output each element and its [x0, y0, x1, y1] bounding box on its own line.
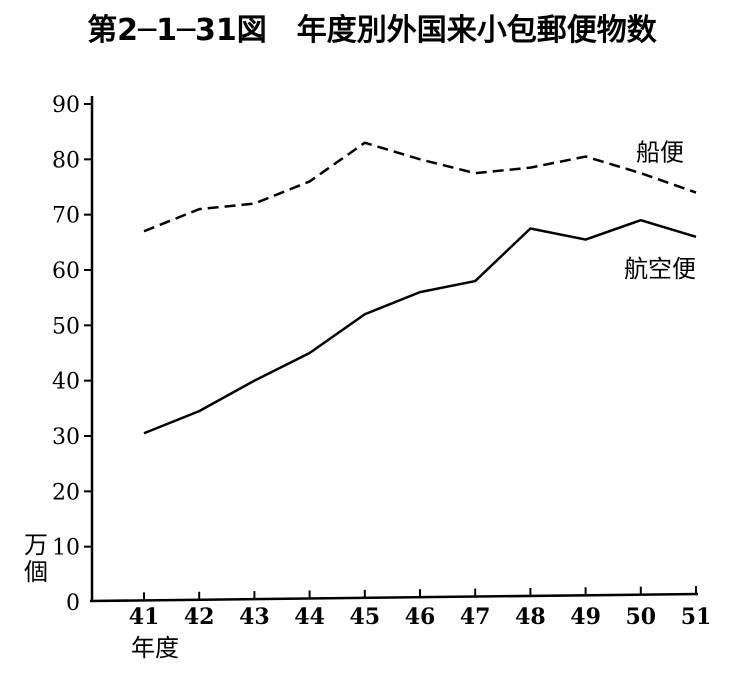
x-tick-label: 46: [405, 604, 436, 630]
series-line-air-mail: [143, 218, 697, 435]
x-tick-label: 41: [129, 604, 160, 630]
y-ticks: 0 10 20 30 40 50 60 70 80 90: [52, 93, 92, 616]
series-label: 船便: [636, 139, 684, 167]
x-tick-label: 45: [349, 604, 380, 630]
x-tick-label: 44: [294, 604, 325, 630]
chart-title: 第2─1─31図 年度別外国来小包郵便物数: [87, 13, 658, 48]
x-tick-label: 50: [625, 604, 656, 630]
y-tick-label: 20: [52, 480, 80, 505]
x-tick-label: 51: [681, 604, 712, 630]
x-tick-label: 48: [515, 604, 546, 630]
series-label: 航空便: [624, 255, 696, 283]
y-tick-label: 10: [52, 536, 80, 561]
y-axis-unit-char-2: 個: [24, 558, 48, 586]
x-axis: [89, 592, 699, 603]
x-tick-label: 47: [460, 604, 491, 630]
y-tick-label: 70: [52, 204, 80, 229]
y-tick-label: 60: [52, 259, 80, 284]
y-tick-label: 90: [52, 93, 80, 118]
y-axis-unit-char-1: 万: [24, 531, 48, 559]
x-ticks: 41 42 43 44 45 46 47 48 49 50 51: [129, 586, 712, 630]
y-tick-label: 0: [66, 591, 80, 616]
x-tick-label: 49: [570, 604, 601, 630]
x-tick-label: 43: [239, 604, 270, 630]
y-tick-label: 50: [52, 314, 80, 339]
x-tick-label: 42: [184, 604, 215, 630]
series-lines: [143, 141, 697, 435]
axes: [89, 96, 699, 603]
y-tick-label: 80: [52, 148, 80, 173]
y-tick-label: 30: [52, 425, 80, 450]
series-line-sea-mail: [143, 141, 697, 233]
y-tick-label: 40: [52, 370, 80, 395]
x-axis-label: 年度: [131, 634, 179, 662]
